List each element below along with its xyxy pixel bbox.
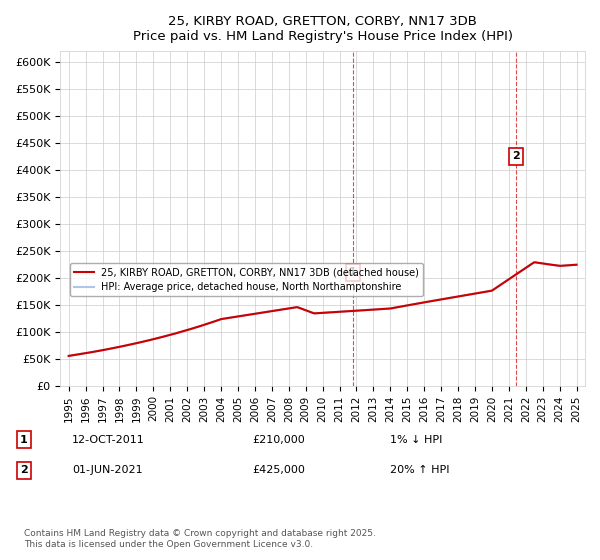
Text: 20% ↑ HPI: 20% ↑ HPI bbox=[390, 465, 449, 475]
Title: 25, KIRBY ROAD, GRETTON, CORBY, NN17 3DB
Price paid vs. HM Land Registry's House: 25, KIRBY ROAD, GRETTON, CORBY, NN17 3DB… bbox=[133, 15, 512, 43]
Text: 1: 1 bbox=[349, 267, 357, 277]
Text: Contains HM Land Registry data © Crown copyright and database right 2025.
This d: Contains HM Land Registry data © Crown c… bbox=[24, 529, 376, 549]
Text: 01-JUN-2021: 01-JUN-2021 bbox=[72, 465, 143, 475]
Legend: 25, KIRBY ROAD, GRETTON, CORBY, NN17 3DB (detached house), HPI: Average price, d: 25, KIRBY ROAD, GRETTON, CORBY, NN17 3DB… bbox=[70, 263, 423, 296]
Text: 2: 2 bbox=[512, 151, 520, 161]
Text: 1: 1 bbox=[20, 435, 28, 445]
Text: £425,000: £425,000 bbox=[252, 465, 305, 475]
Text: 12-OCT-2011: 12-OCT-2011 bbox=[72, 435, 145, 445]
Text: 2: 2 bbox=[20, 465, 28, 475]
Text: £210,000: £210,000 bbox=[252, 435, 305, 445]
Text: 1% ↓ HPI: 1% ↓ HPI bbox=[390, 435, 442, 445]
